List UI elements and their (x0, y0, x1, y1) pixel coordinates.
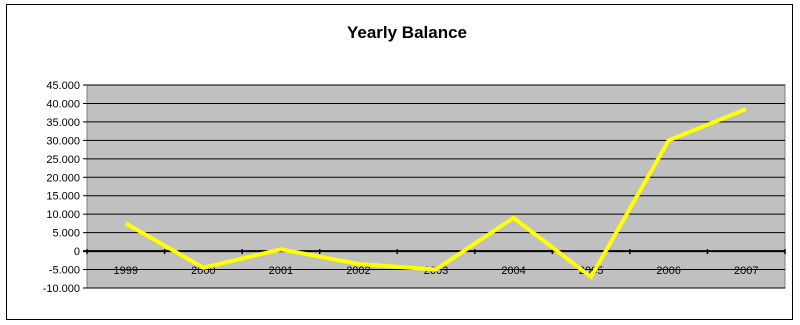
y-axis-tick-labels: -10.000 -5.000 0 5.000 10.000 15.000 20.000 25.… (43, 80, 87, 295)
plot-area (86, 84, 786, 289)
y-tick-label: 10.000 (46, 209, 80, 221)
y-tick-label: 0 (74, 246, 80, 258)
y-tick-label: 5.000 (52, 228, 80, 240)
series-lines (124, 107, 747, 280)
x-tick-label: 1999 (114, 265, 138, 277)
x-axis (83, 249, 786, 255)
y-tick-label: 30.000 (46, 135, 80, 147)
y-tick-label: 20.000 (46, 172, 80, 184)
x-tick-label: 2002 (346, 265, 370, 277)
chart-title: Yearly Balance (347, 23, 467, 42)
x-tick-label: 2004 (501, 265, 525, 277)
x-tick-label: 2001 (269, 265, 293, 277)
y-tick-label: 40.000 (46, 98, 80, 110)
y-tick-label: 35.000 (46, 117, 80, 129)
y-tick-label: 15.000 (46, 191, 80, 203)
x-tick-label: 2007 (734, 265, 758, 277)
y-tick-label: -5.000 (49, 265, 80, 277)
y-tick-label: -10.000 (43, 283, 80, 295)
y-tick-label: 45.000 (46, 80, 80, 92)
x-tick-label: 2006 (656, 265, 680, 277)
y-tick-label: 25.000 (46, 154, 80, 166)
